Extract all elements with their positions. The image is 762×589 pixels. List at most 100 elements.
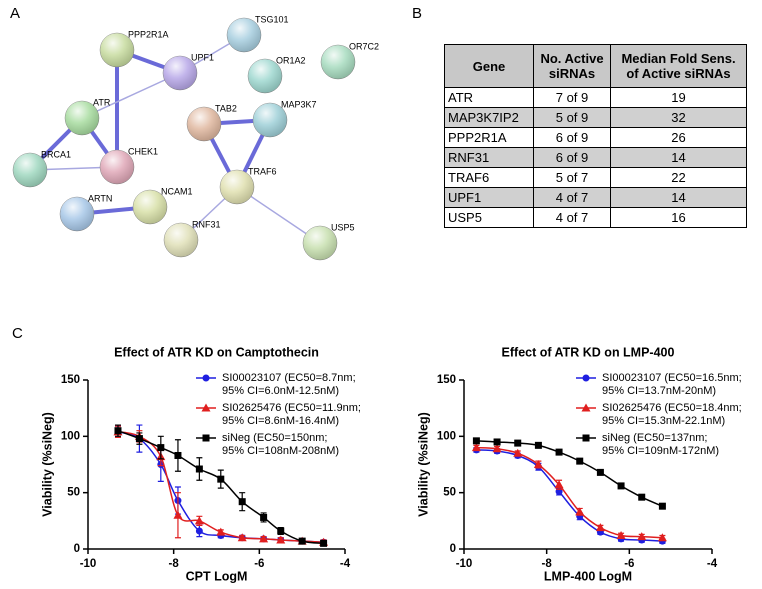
table-cell: 32	[610, 107, 747, 128]
marker	[617, 482, 625, 490]
table-cell: Gene	[444, 44, 534, 88]
y-tick-label: 100	[437, 430, 456, 442]
marker	[616, 530, 626, 539]
legend-label: SI02625476 (EC50=18.4nm;	[602, 402, 742, 414]
node-label: RNF31	[192, 219, 221, 229]
table-row: Gene No. Active siRNAs Median Fold Sens. o…	[444, 44, 747, 88]
table-cell: 4 of 7	[533, 187, 611, 208]
panel-label: C	[12, 325, 23, 342]
marker	[174, 451, 182, 459]
table-cell: 5 of 7	[533, 167, 611, 188]
table-cell: ATR	[444, 87, 534, 108]
table-cell: 6 of 9	[533, 147, 611, 168]
legend-label: SI00023107 (EC50=8.7nm;	[222, 372, 356, 384]
marker	[277, 527, 285, 535]
legend-label: 95% CI=6.0nM-12.5nM)	[222, 385, 339, 397]
table-cell: 19	[610, 87, 747, 108]
table-cell: 5 of 9	[533, 107, 611, 128]
marker	[657, 533, 667, 542]
node-shine	[248, 59, 282, 93]
x-axis-label: LMP-400 LogM	[544, 569, 632, 583]
table-cell: 26	[610, 127, 747, 148]
legend-label: SI00023107 (EC50=16.5nm;	[602, 372, 742, 384]
node-label: CHEK1	[128, 146, 158, 156]
node-shine	[13, 153, 47, 187]
marker	[471, 443, 481, 452]
x-tick-label: -4	[707, 558, 718, 570]
legend-marker	[202, 434, 210, 442]
edge	[81, 72, 181, 119]
marker	[238, 498, 246, 506]
table-cell: Median Fold Sens. of Active siRNAs	[610, 44, 747, 88]
node-label: MAP3K7	[281, 99, 317, 109]
legend-label: 95% CI=109nM-172nM)	[602, 445, 719, 457]
series-line	[476, 449, 663, 542]
marker	[658, 502, 666, 510]
marker	[320, 539, 328, 547]
table-row: PPP2R1A 6 of 9 26	[444, 127, 747, 148]
table-cell: 16	[610, 207, 747, 228]
marker	[260, 513, 268, 521]
marker	[514, 439, 522, 447]
chart: Effect of ATR KD on LMP-400 LMP-400 LogM V…	[416, 345, 741, 583]
node-shine	[163, 56, 197, 90]
marker	[637, 532, 647, 541]
table-cell: RNF31	[444, 147, 534, 168]
panel-label: A	[10, 5, 20, 22]
legend-label: siNeg (EC50=137nm;	[602, 432, 707, 444]
marker	[575, 507, 585, 516]
node-shine	[100, 150, 134, 184]
marker	[237, 533, 247, 542]
table-cell: 4 of 7	[533, 207, 611, 228]
marker	[493, 438, 501, 446]
marker	[472, 437, 480, 445]
marker	[596, 468, 604, 476]
node-label: OR1A2	[276, 55, 306, 65]
node-label: UPF1	[191, 52, 214, 62]
gene-table: Gene No. Active siRNAs Median Fold Sens. o…	[444, 44, 747, 228]
node-label: TSG101	[255, 14, 289, 24]
y-tick-label: 0	[450, 543, 456, 555]
node-label: ATR	[93, 97, 111, 107]
marker	[533, 460, 543, 468]
node-shine	[253, 103, 287, 137]
legend-marker	[582, 434, 590, 442]
node-label: TRAF6	[248, 166, 277, 176]
table-cell: UPF1	[444, 187, 534, 208]
node-label: TAB2	[215, 103, 237, 113]
legend-marker	[202, 374, 210, 382]
marker	[195, 527, 203, 535]
node-shine	[60, 197, 94, 231]
node-shine	[321, 45, 355, 79]
node-label: NCAM1	[161, 186, 193, 196]
marker	[298, 537, 306, 545]
table-row: UPF1 4 of 7 14	[444, 187, 747, 208]
x-tick-label: -4	[340, 558, 351, 570]
y-tick-label: 50	[443, 487, 456, 499]
marker	[492, 444, 502, 453]
node-shine	[164, 223, 198, 257]
node-shine	[187, 107, 221, 141]
node-shine	[100, 33, 134, 67]
y-axis-label: Viability (%siNeg)	[40, 412, 54, 517]
table-cell: 14	[610, 147, 747, 168]
legend-label: SI02625476 (EC50=11.9nm;	[222, 402, 361, 414]
x-tick-label: -10	[80, 558, 97, 570]
table-cell: TRAF6	[444, 167, 534, 188]
legend-marker	[582, 374, 590, 382]
x-tick-label: -10	[456, 558, 473, 570]
marker	[173, 510, 183, 519]
table-cell: No. Active siRNAs	[533, 44, 611, 88]
marker	[194, 516, 204, 525]
marker	[555, 448, 563, 456]
node-label: OR7C2	[349, 41, 379, 51]
marker	[259, 534, 269, 543]
marker	[216, 527, 226, 536]
table-cell: 22	[610, 167, 747, 188]
x-tick-label: -8	[542, 558, 553, 570]
table-row: RNF31 6 of 9 14	[444, 147, 747, 168]
marker	[513, 448, 523, 457]
marker	[217, 475, 225, 483]
marker	[595, 523, 605, 532]
